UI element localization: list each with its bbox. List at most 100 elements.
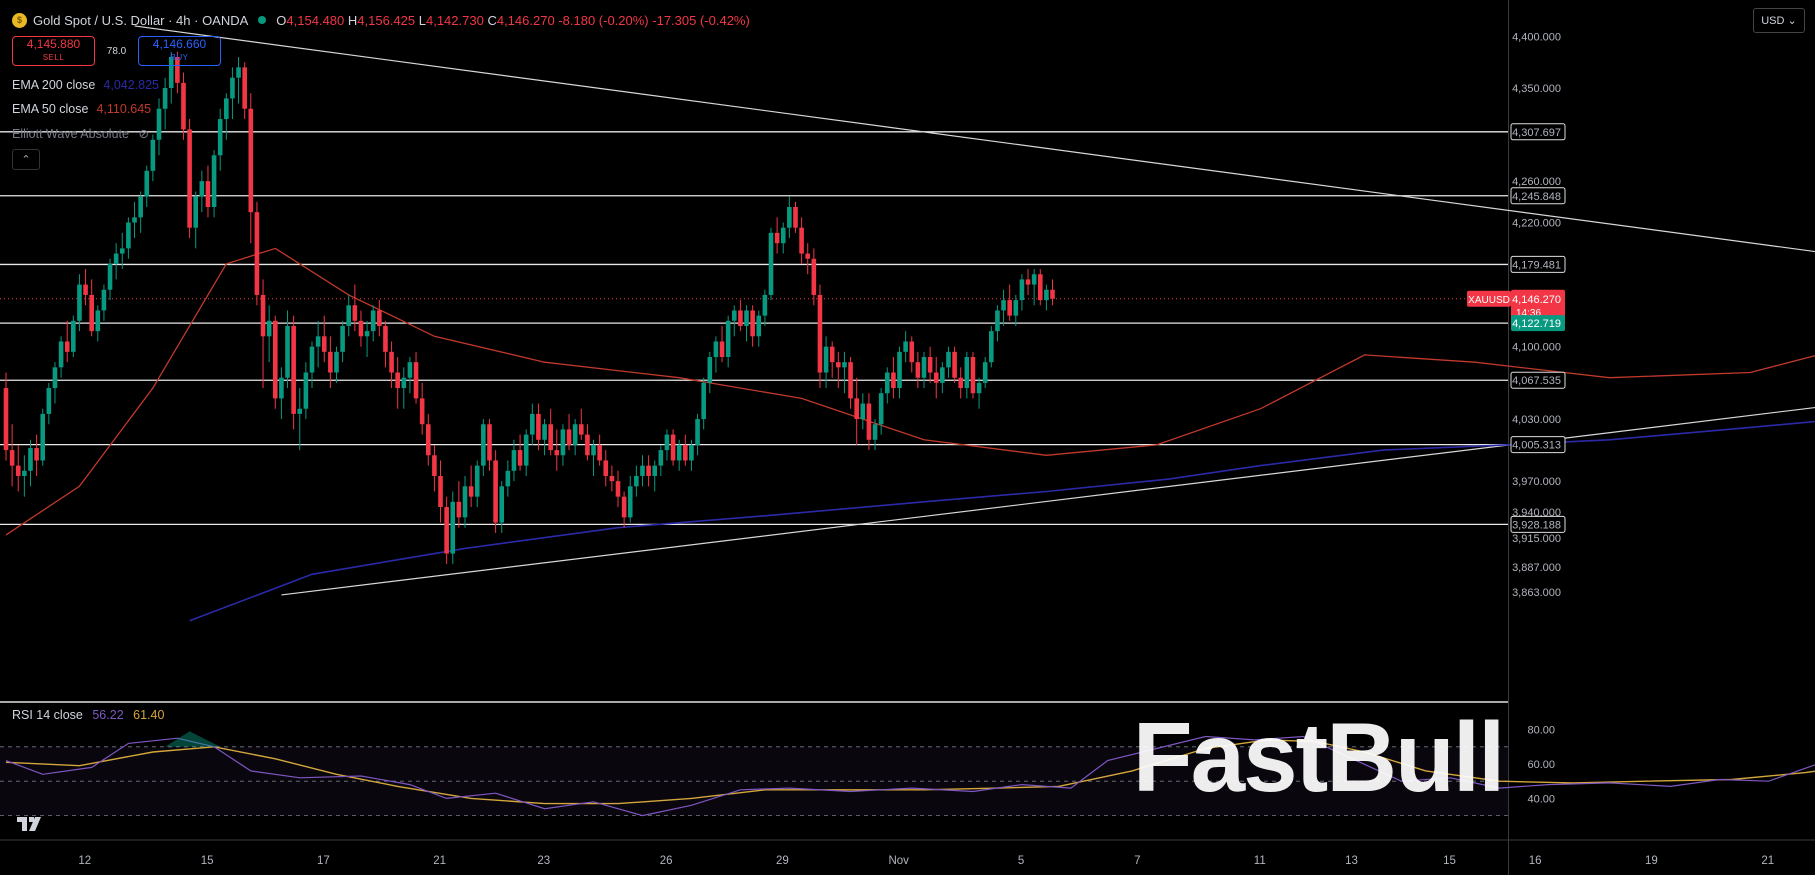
candle xyxy=(340,320,345,363)
candle-body xyxy=(725,320,731,358)
candle xyxy=(364,320,370,358)
candle xyxy=(113,243,119,280)
candle xyxy=(982,357,988,389)
candle-body xyxy=(621,496,627,518)
candle-body xyxy=(670,434,676,461)
candle xyxy=(774,217,780,254)
candle xyxy=(462,475,468,528)
candle xyxy=(1001,289,1006,326)
candle-body xyxy=(970,357,976,394)
candle xyxy=(805,243,811,275)
candle-body xyxy=(46,388,52,414)
candle-body xyxy=(609,475,615,482)
candle xyxy=(230,67,235,120)
price-tick-label: 3,863.000 xyxy=(1512,587,1561,599)
indicator-ema200[interactable]: EMA 200 close 4,042.825 xyxy=(12,78,159,92)
candle-body xyxy=(750,310,755,337)
candle xyxy=(107,258,113,301)
candle-body xyxy=(107,263,113,290)
candle-body xyxy=(523,434,529,466)
time-tick-label: 16 xyxy=(1529,855,1542,867)
candle xyxy=(150,134,156,182)
price-tick-label: 3,928.188 xyxy=(1512,519,1561,531)
candle xyxy=(28,439,33,487)
candle xyxy=(303,362,309,420)
candle xyxy=(964,351,970,399)
candle xyxy=(481,419,486,476)
candle-body xyxy=(34,448,39,461)
candle-body xyxy=(884,372,890,394)
candle-body xyxy=(71,320,76,352)
rsi-legend[interactable]: RSI 14 close 56.22 61.40 xyxy=(12,708,165,722)
candle xyxy=(744,305,749,342)
candle-body xyxy=(1019,279,1025,301)
candle-body xyxy=(566,429,572,445)
candle-body xyxy=(940,367,945,383)
candle-body xyxy=(181,82,186,130)
price-tick-label: 3,915.000 xyxy=(1512,533,1561,545)
candle xyxy=(621,491,627,528)
candle xyxy=(297,388,303,451)
candle-body xyxy=(119,248,125,254)
sell-button[interactable]: 4,145.880 SELL xyxy=(12,36,95,66)
candle-body xyxy=(474,465,480,497)
candle xyxy=(487,419,492,471)
indicator-ema50[interactable]: EMA 50 close 4,110.645 xyxy=(12,102,152,116)
candle xyxy=(15,444,21,492)
candle xyxy=(77,274,82,332)
candlesticks xyxy=(3,51,1055,564)
candle xyxy=(591,439,596,476)
candle xyxy=(530,403,535,445)
candle-body xyxy=(597,444,602,461)
price-tick-label: 3,970.000 xyxy=(1512,476,1561,488)
symbol-tag-box xyxy=(1467,290,1511,307)
candle-body xyxy=(829,346,835,363)
candle-body xyxy=(432,455,437,476)
collapse-legend-button[interactable]: ⌃ xyxy=(12,149,40,170)
candle xyxy=(3,372,9,461)
candle-body xyxy=(113,253,119,264)
level-tag-box xyxy=(1510,255,1566,273)
candle-body xyxy=(701,382,706,420)
candle xyxy=(95,305,101,342)
candle-body xyxy=(921,357,927,378)
candle-body xyxy=(126,222,131,249)
candle-body xyxy=(315,336,321,347)
candle-body xyxy=(358,320,364,337)
candle xyxy=(842,351,847,394)
candle-body xyxy=(346,305,352,326)
price-tick-label: 4,350.000 xyxy=(1512,83,1561,95)
candle xyxy=(1050,279,1055,306)
spread-value: 78.0 xyxy=(106,45,127,57)
candle xyxy=(884,367,890,404)
chart-header: $ Gold Spot / U.S. Dollar · 4h · OANDA O… xyxy=(12,10,750,30)
candle-body xyxy=(554,450,560,456)
indicator-elliott-wave[interactable]: Elliott Wave Absolute ⊘ xyxy=(12,127,149,141)
gold-coin-icon: $ xyxy=(12,12,27,28)
candle-body xyxy=(768,232,774,295)
buy-button[interactable]: 4,146.660 BUY xyxy=(138,36,221,66)
candle xyxy=(401,367,407,409)
time-tick-label: 12 xyxy=(78,855,91,867)
hidden-eye-icon[interactable]: ⊘ xyxy=(138,127,149,141)
candle-body xyxy=(952,351,957,378)
candle-body xyxy=(683,444,688,461)
level-tag-box xyxy=(1510,515,1566,533)
candle xyxy=(768,227,774,301)
candle xyxy=(517,434,523,471)
candle xyxy=(383,320,388,368)
candle xyxy=(64,320,70,363)
candle-body xyxy=(230,77,235,99)
candle-body xyxy=(866,403,872,440)
symbol-title[interactable]: Gold Spot / U.S. Dollar · 4h · OANDA xyxy=(33,12,249,28)
candle xyxy=(836,351,841,389)
currency-select[interactable]: USD ⌄ xyxy=(1753,8,1805,33)
candle-body xyxy=(334,351,339,373)
candle-body xyxy=(689,444,694,461)
candle xyxy=(377,300,382,337)
candle-body xyxy=(505,470,511,487)
candle xyxy=(646,455,651,487)
candle xyxy=(285,310,290,389)
candle xyxy=(144,165,150,208)
